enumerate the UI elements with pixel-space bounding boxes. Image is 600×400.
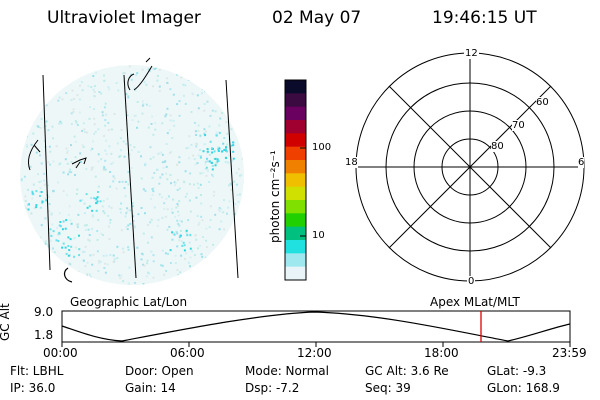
colorbar-segment <box>285 186 306 201</box>
timeline-xtick-1: 06:00 <box>170 346 205 360</box>
timeline-right-label: Apex MLat/MLT <box>430 295 520 309</box>
info-gain: Gain: 14 <box>125 381 176 395</box>
colorbar-segment <box>285 160 306 174</box>
instrument-title: Ultraviolet Imager <box>47 8 201 28</box>
timeline-xtick-0: 00:00 <box>43 346 78 360</box>
info-mode: Mode: Normal <box>245 364 329 378</box>
info-gcalt: GC Alt: 3.6 Re <box>365 364 449 378</box>
polar-label-bottom: 0 <box>467 276 476 287</box>
colorbar-tick-10: 10 <box>312 230 325 241</box>
altitude-timeline <box>61 310 571 347</box>
colorbar <box>285 80 306 281</box>
colorbar-tick-100: 100 <box>312 142 332 153</box>
colorbar-segment <box>285 106 306 121</box>
colorbar-segment <box>285 213 306 228</box>
colorbar-segment <box>285 133 306 148</box>
timeline-xtick-2: 12:00 <box>297 346 332 360</box>
timeline-ytick-low: 1.8 <box>34 328 54 342</box>
timeline-axis-title: GC Alt <box>0 303 12 341</box>
colorbar-segment <box>285 253 306 268</box>
timeline-xtick-4: 23:59 <box>552 346 587 360</box>
polar-label-right: 6 <box>578 157 585 168</box>
info-ip: IP: 36.0 <box>10 381 56 395</box>
colorbar-segment <box>285 240 306 254</box>
uv-image <box>20 57 244 285</box>
colorbar-segment <box>285 266 306 281</box>
date-label: 02 May 07 <box>272 8 362 28</box>
polar-plot <box>355 52 585 282</box>
colorbar-segment <box>285 226 306 241</box>
colorbar-segment <box>285 80 306 94</box>
timeline-xtick-3: 18:00 <box>424 346 459 360</box>
info-seq: Seq: 39 <box>365 381 411 395</box>
info-dsp: Dsp: -7.2 <box>245 381 300 395</box>
polar-label-left: 18 <box>345 157 358 168</box>
info-door: Door: Open <box>125 364 194 378</box>
polar-ring-60: 60 <box>536 97 549 108</box>
polar-ring-70: 70 <box>512 120 525 131</box>
info-flt: Flt: LBHL <box>10 364 64 378</box>
colorbar-segment <box>285 173 306 188</box>
time-label: 19:46:15 UT <box>432 8 537 28</box>
colorbar-segment <box>285 93 306 108</box>
colorbar-segment <box>285 120 306 134</box>
colorbar-segment <box>285 146 306 161</box>
colorbar-segment <box>285 200 306 214</box>
timeline-ytick-high: 9.0 <box>34 305 54 319</box>
polar-label-top: 12 <box>464 48 479 59</box>
colorbar-unit-label: photon cm⁻²s⁻¹ <box>268 150 282 243</box>
polar-ring-80: 80 <box>491 141 504 152</box>
timeline-left-label: Geographic Lat/Lon <box>70 295 188 309</box>
info-glon: GLon: 168.9 <box>487 381 560 395</box>
info-glat: GLat: -9.3 <box>487 364 547 378</box>
